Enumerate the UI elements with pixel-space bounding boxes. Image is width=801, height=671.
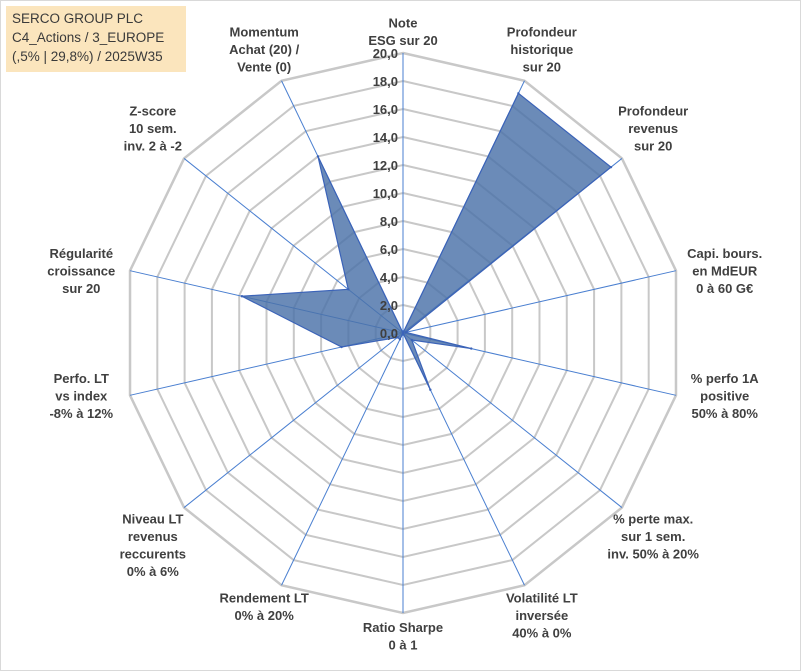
axis-label: Volatilité LT inversée 40% à 0% — [506, 591, 578, 641]
data-point — [410, 338, 413, 342]
data-point — [398, 338, 402, 341]
tick-label: 0,0 — [380, 326, 398, 341]
axis-spoke — [183, 332, 404, 508]
tick-label: 6,0 — [380, 242, 398, 257]
axis-label: Capi. bours. en MdEUR 0 à 60 G€ — [687, 246, 762, 296]
axis-label: % perte max. sur 1 sem. inv. 50% à 20% — [607, 511, 699, 561]
axis-label: Rendement LT 0% à 20% — [219, 591, 308, 624]
axis-label: Profondeur historique sur 20 — [507, 24, 577, 74]
tick-label: 4,0 — [380, 270, 398, 285]
axis-label: Note ESG sur 20 — [368, 16, 437, 49]
data-point — [316, 155, 320, 158]
tick-label: 16,0 — [373, 102, 398, 117]
data-point — [517, 92, 520, 95]
data-point — [609, 165, 613, 169]
data-point — [429, 388, 432, 391]
tick-label: 12,0 — [373, 158, 398, 173]
tick-label: 20,0 — [373, 46, 398, 61]
data-point — [470, 347, 473, 350]
data-point — [404, 331, 407, 334]
range-week-label: (,5% | 29,8%) / 2025W35 — [12, 49, 163, 64]
series-layer — [239, 92, 613, 391]
data-point — [401, 331, 405, 335]
data-point — [240, 295, 244, 298]
tick-label: 2,0 — [380, 298, 398, 313]
tick-label: 8,0 — [380, 214, 398, 229]
axis-label: Niveau LT revenus reccurents 0% à 6% — [120, 511, 186, 579]
data-point — [347, 288, 350, 291]
axis-spoke — [402, 332, 623, 508]
company-name: SERCO GROUP PLC — [12, 11, 144, 26]
axis-label: Profondeur revenus sur 20 — [618, 104, 688, 154]
axis-spoke — [281, 332, 404, 586]
tick-label: 14,0 — [373, 130, 398, 145]
axis-label: Régularité croissance sur 20 — [47, 246, 115, 296]
axis-label: Ratio Sharpe 0 à 1 — [363, 620, 443, 653]
data-point — [396, 336, 399, 339]
data-point — [340, 345, 343, 349]
axis-label: Z-score 10 sem. inv. 2 à -2 — [124, 104, 182, 154]
tick-label-layer: 0,0 2,0 4,0 6,0 8,0 10,0 12,0 14,0 16,0 18,0 20,0 — [373, 46, 398, 341]
category-label: C4_Actions / 3_EUROPE — [12, 30, 165, 45]
axis-label-layer: Note ESG sur 20 Profondeur historique sur 20… — [47, 16, 762, 653]
axis-label: % perfo 1A positive 50% à 80% — [691, 371, 760, 421]
tick-label: 10,0 — [373, 186, 398, 201]
axis-spoke — [402, 270, 677, 334]
axis-label: Perfo. LT vs index -8% à 12% — [49, 371, 113, 421]
axis-label: Momentum Achat (20) / Vente (0) — [229, 24, 299, 74]
tick-label: 18,0 — [373, 74, 398, 89]
chart-title-box: SERCO GROUP PLC C4_Actions / 3_EUROPE (,… — [6, 6, 186, 72]
